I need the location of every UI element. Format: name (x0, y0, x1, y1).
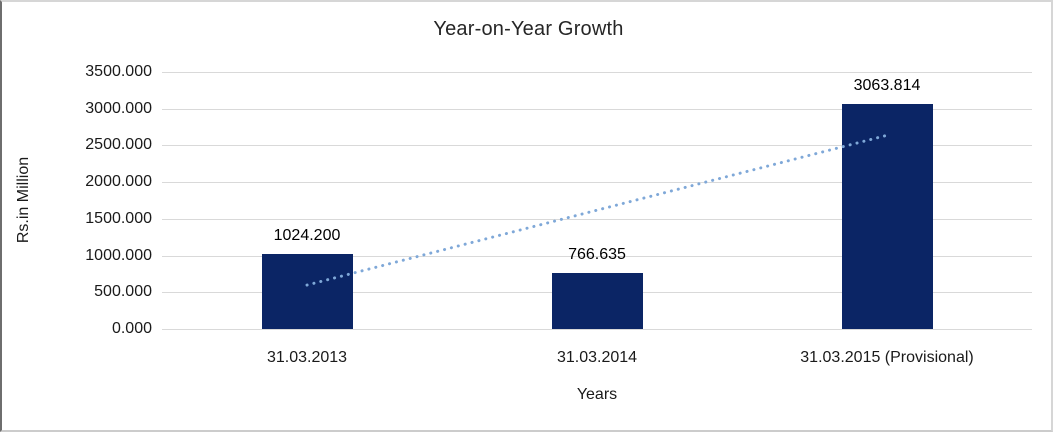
bar-value-label: 1024.200 (273, 226, 341, 244)
x-tick-label: 31.03.2015 (Provisional) (800, 349, 974, 366)
gridline (162, 72, 1032, 73)
gridline (162, 329, 1032, 330)
bar (261, 253, 353, 329)
x-tick-label: 31.03.2014 (556, 349, 638, 366)
y-tick-label: 3000.000 (85, 99, 152, 117)
y-tick-label: 2500.000 (85, 136, 152, 154)
bar-value-label: 766.635 (568, 245, 626, 263)
chart-title: Year-on-Year Growth (433, 18, 624, 40)
x-axis-title: Years (576, 386, 618, 403)
y-tick-label: 1000.000 (85, 246, 152, 264)
bar (551, 272, 643, 329)
y-tick-label: 2000.000 (85, 173, 152, 191)
y-tick-label: 1500.000 (85, 209, 152, 227)
bar (841, 104, 933, 329)
y-tick-label: 3500.000 (85, 63, 152, 80)
bar-value-label: 3063.814 (853, 77, 921, 95)
x-tick-label: 31.03.2013 (266, 349, 348, 366)
y-tick-label: 500.000 (94, 283, 152, 301)
gridline (162, 108, 1032, 110)
y-tick-label: 0.000 (111, 320, 152, 337)
y-axis-title: Rs.in Million (15, 156, 32, 244)
